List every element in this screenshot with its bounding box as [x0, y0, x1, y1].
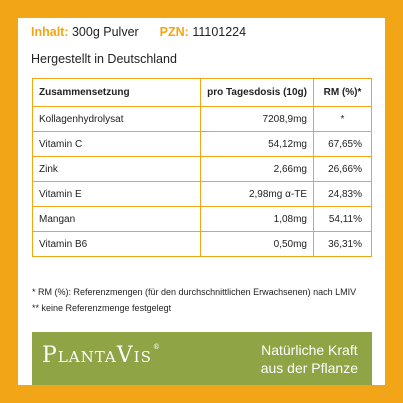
nutrient-name: Vitamin B6 [32, 231, 201, 257]
nutrient-name: Mangan [32, 206, 201, 232]
nutrient-amount: 2,66mg [200, 156, 314, 182]
product-info-line: Inhalt: 300g Pulver PZN: 11101224 [31, 25, 246, 39]
header-daily-dose: pro Tagesdosis (10g) [200, 78, 314, 107]
nutrient-name: Zink [32, 156, 201, 182]
nutrient-name: Kollagenhydrolysat [32, 106, 201, 132]
nutrient-reference: 54,11% [313, 206, 372, 232]
nutrient-reference: 36,31% [313, 231, 372, 257]
nutrient-reference: 67,65% [313, 131, 372, 157]
slogan-line-1: Natürliche Kraft [261, 342, 358, 358]
nutrient-reference: * [313, 106, 372, 132]
header-composition: Zusammensetzung [32, 78, 201, 107]
product-info-card: Inhalt: 300g Pulver PZN: 11101224 Herges… [18, 18, 385, 385]
table-row: Zink 2,66mg 26,66% [32, 156, 372, 182]
nutrient-name: Vitamin C [32, 131, 201, 157]
nutrient-amount: 1,08mg [200, 206, 314, 232]
table-row: Vitamin C 54,12mg 67,65% [32, 131, 372, 157]
nutrient-amount: 7208,9mg [200, 106, 314, 132]
reference-footnote: * RM (%): Referenzmengen (für den durchs… [32, 287, 357, 297]
pzn-label: PZN: [159, 25, 189, 39]
table-row: Vitamin B6 0,50mg 36,31% [32, 231, 372, 257]
table-row: Mangan 1,08mg 54,11% [32, 206, 372, 232]
nutrition-table: Zusammensetzung pro Tagesdosis (10g) RM … [32, 78, 372, 257]
made-in-text: Hergestellt in Deutschland [31, 52, 177, 66]
brand-banner: PLANTAVIS® Natürliche Kraft aus der Pfla… [32, 332, 372, 385]
nutrient-amount: 54,12mg [200, 131, 314, 157]
pzn-value: 11101224 [192, 25, 247, 39]
header-reference: RM (%)* [313, 78, 372, 107]
nutrient-reference: 24,83% [313, 181, 372, 207]
content-value: 300g Pulver [71, 25, 139, 39]
nutrient-reference: 26,66% [313, 156, 372, 182]
table-header-row: Zusammensetzung pro Tagesdosis (10g) RM … [32, 78, 372, 107]
nutrient-amount: 2,98mg α-TE [200, 181, 314, 207]
table-row: Vitamin E 2,98mg α-TE 24,83% [32, 181, 372, 207]
nutrient-name: Vitamin E [32, 181, 201, 207]
plantavis-logo: PLANTAVIS® [42, 343, 161, 368]
no-reference-footnote: ** keine Referenzmenge festgelegt [32, 303, 172, 313]
content-label: Inhalt: [31, 25, 69, 39]
table-row: Kollagenhydrolysat 7208,9mg * [32, 106, 372, 132]
nutrient-amount: 0,50mg [200, 231, 314, 257]
slogan-line-2: aus der Pflanze [260, 360, 358, 376]
brand-slogan: Natürliche Kraft aus der Pflanze [261, 341, 358, 377]
